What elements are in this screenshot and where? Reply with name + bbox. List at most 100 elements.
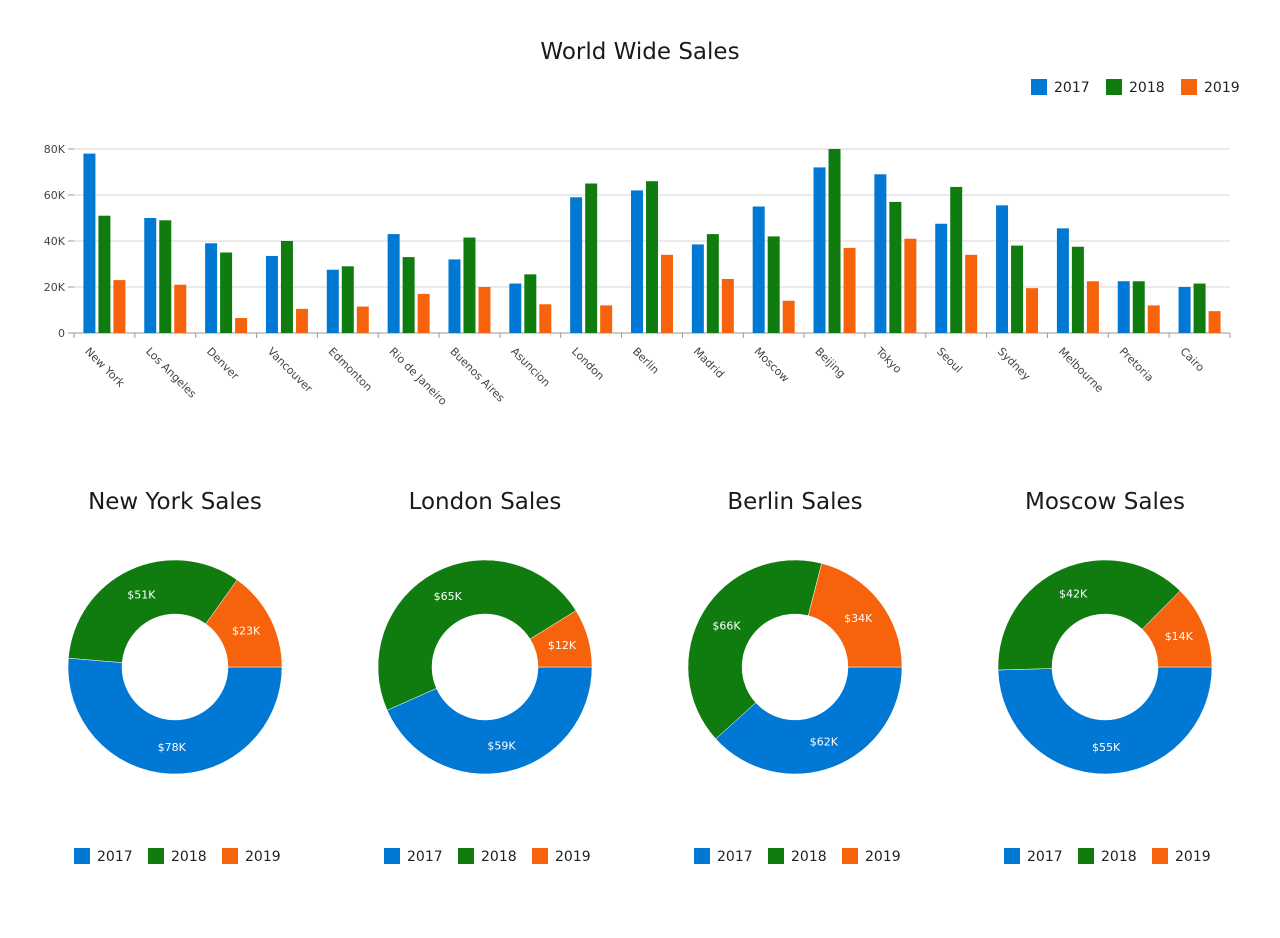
slice-label-2017: $78K	[158, 741, 187, 754]
bar-berlin-2018	[646, 181, 658, 333]
legend-swatch-2017	[1004, 848, 1020, 864]
slice-2019	[807, 563, 903, 668]
slice-2019	[1141, 590, 1213, 668]
x-tick-label-seoul: Seoul	[934, 345, 965, 376]
legend-swatch-2018	[148, 848, 164, 864]
bar-moscow-2017	[752, 206, 765, 333]
bar-london-2019	[600, 305, 613, 333]
bar-seoul-2018	[950, 186, 963, 333]
bar-edmonton-2019	[356, 306, 369, 333]
legend-swatch-2018	[1078, 848, 1094, 864]
bar-los-angeles-2019	[174, 284, 187, 333]
x-tick-label-asuncion: Asuncion	[508, 345, 553, 390]
bar-madrid-2018	[706, 234, 719, 333]
bar-pretoria-2019	[1147, 305, 1160, 333]
bar-berlin-2019	[661, 254, 673, 333]
y-tick-label: 60K	[44, 189, 66, 202]
bar-los-angeles-2018	[159, 220, 172, 333]
x-axis: New York Los Angeles Denver Vancouver Edmont…	[73, 333, 1231, 408]
slice-label-2019: $14K	[1165, 630, 1194, 643]
x-tick-label-cairo: Cairo	[1177, 345, 1207, 375]
legend-label-2019: 2019	[245, 849, 281, 865]
slice-label-2017: $55K	[1092, 741, 1121, 754]
bar-asuncion-2017	[509, 283, 522, 333]
slice-2017	[386, 666, 593, 775]
chart-title: Berlin Sales	[727, 489, 862, 515]
x-tick-label-berlin: Berlin	[630, 345, 662, 377]
bar-moscow-2019	[782, 300, 795, 333]
x-tick-label-moscow: Moscow	[752, 345, 792, 385]
legend-label-2018: 2018	[1129, 80, 1165, 96]
bar-pretoria-2017	[1117, 281, 1130, 333]
bar-edmonton-2018	[341, 266, 354, 333]
bar-melbourne-2017	[1056, 228, 1069, 333]
bar-melbourne-2019	[1086, 281, 1099, 333]
slice-2017	[715, 666, 903, 775]
slice-label-2018: $51K	[127, 588, 156, 601]
bar-denver-2017	[205, 243, 218, 333]
bar-buenos-aires-2017	[448, 259, 461, 333]
bar-london-2017	[570, 197, 583, 333]
bar-sydney-2018	[1011, 245, 1024, 333]
legend-swatch-2017	[74, 848, 90, 864]
x-tick-label-edmonton: Edmonton	[326, 345, 375, 394]
bar-denver-2018	[220, 252, 233, 333]
donut: $62K $66K $34K	[687, 559, 903, 775]
bar-seoul-2017	[935, 223, 948, 333]
legend-label-2019: 2019	[555, 849, 591, 865]
bar-new-york-2018	[98, 215, 111, 333]
x-tick-label-tokyo: Tokyo	[873, 344, 905, 376]
legend-swatch-2019	[1181, 79, 1197, 95]
donut: $55K $42K $14K	[997, 559, 1213, 775]
bar-cairo-2019	[1208, 311, 1221, 333]
y-tick-label: 20K	[44, 281, 66, 294]
x-tick-label-new-york: New York	[82, 345, 127, 390]
legend-swatch-2019	[1152, 848, 1168, 864]
slice-label-2019: $12K	[548, 639, 577, 652]
bar-los-angeles-2017	[144, 218, 157, 333]
slice-2018	[687, 559, 822, 740]
bar-melbourne-2018	[1071, 246, 1084, 333]
slice-label-2018: $66K	[712, 620, 741, 633]
bar-new-york-2017	[83, 153, 96, 333]
bar-madrid-2017	[691, 244, 704, 333]
legend-swatch-2019	[842, 848, 858, 864]
slice-2017	[67, 657, 283, 775]
legend-label-2017: 2017	[407, 849, 443, 865]
legend-swatch-2019	[222, 848, 238, 864]
bar-seoul-2019	[965, 254, 978, 333]
chart-title: London Sales	[409, 489, 562, 515]
chart-legend: 2017 2018 2019	[74, 848, 281, 865]
slice-label-2019: $34K	[844, 612, 873, 625]
x-tick-label-london: London	[569, 345, 607, 383]
chart-legend: 2017 2018 2019	[1031, 79, 1240, 96]
legend-swatch-2017	[384, 848, 400, 864]
donut: $59K $65K $12K	[377, 559, 593, 775]
bar-asuncion-2018	[524, 274, 537, 333]
x-tick-label-vancouver: Vancouver	[265, 345, 315, 395]
bar-sydney-2017	[996, 205, 1009, 333]
legend-swatch-2018	[458, 848, 474, 864]
x-tick-label-buenos-aires: Buenos Aires	[447, 345, 507, 405]
legend-label-2018: 2018	[1101, 849, 1137, 865]
bar-berlin-2017	[631, 190, 643, 333]
legend-label-2018: 2018	[791, 849, 827, 865]
chart-legend: 2017 2018 2019	[1004, 848, 1211, 865]
chart-title: Moscow Sales	[1025, 489, 1185, 515]
bar-rio-de-janeiro-2018	[402, 257, 415, 333]
bar-buenos-aires-2019	[478, 287, 491, 333]
slice-2019	[529, 610, 593, 668]
bar-tokyo-2017	[874, 174, 887, 333]
bar-london-2018	[585, 183, 598, 333]
slice-2019	[205, 579, 283, 668]
legend-swatch-2018	[768, 848, 784, 864]
x-tick-label-pretoria: Pretoria	[1117, 345, 1156, 384]
slice-2018	[377, 559, 577, 711]
legend-label-2017: 2017	[717, 849, 753, 865]
bar-new-york-2019	[113, 280, 126, 333]
new-york-sales-chart: New York Sales $78K $51K $23K 2017 2018 2019	[67, 489, 283, 865]
bar-rio-de-janeiro-2019	[417, 293, 430, 333]
y-tick-label: 0	[58, 327, 65, 340]
x-tick-label-denver: Denver	[204, 345, 242, 383]
slice-2018	[997, 559, 1181, 671]
